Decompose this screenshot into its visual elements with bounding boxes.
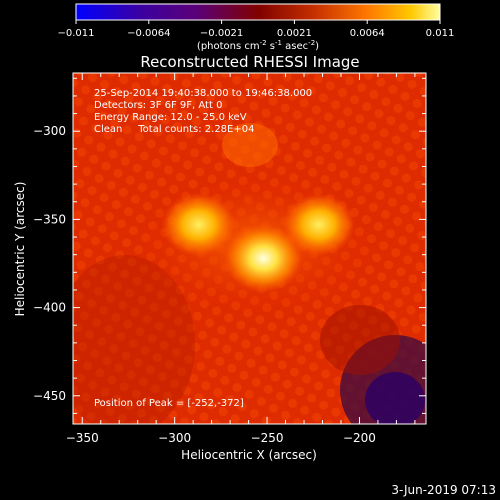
hxr-source: [223, 224, 303, 293]
plot-frame: [72, 72, 427, 425]
colorbar-tick-label: −0.011: [57, 28, 94, 39]
y-axis-ticks: −300 −350 −400 −450: [33, 77, 426, 414]
chart-title: Reconstructed RHESSI Image: [140, 53, 359, 71]
y-tick-label: −400: [33, 301, 66, 315]
heatmap-image: [73, 73, 426, 424]
hxr-source: [161, 192, 236, 257]
y-axis-label: Heliocentric Y (arcsec): [13, 182, 27, 317]
peak-position-label: Position of Peak = [-252,-372]: [94, 398, 244, 409]
x-tick-label: −350: [66, 431, 99, 445]
colorbar-tick-label: 0.0064: [350, 28, 385, 39]
footer-date: 3-Jun-2019 07:13: [391, 483, 496, 497]
colorbar: [75, 3, 441, 21]
x-tick-label: −300: [158, 431, 191, 445]
info-detectors: Detectors: 3F 6F 9F, Att 0: [94, 100, 222, 111]
colorbar-tick-label: −0.0064: [127, 28, 170, 39]
info-clean-counts: Clean Total counts: 2.28E+04: [94, 124, 254, 135]
info-time-range: 25-Sep-2014 19:40:38.000 to 19:46:38.000: [94, 88, 312, 99]
info-block: 25-Sep-2014 19:40:38.000 to 19:46:38.000…: [94, 88, 312, 135]
x-axis-label: Heliocentric X (arcsec): [181, 448, 317, 462]
info-energy-range: Energy Range: 12.0 - 25.0 keV: [94, 112, 247, 123]
x-tick-label: −200: [343, 431, 376, 445]
colorbar-tick-label: −0.0021: [200, 28, 243, 39]
y-tick-label: −300: [33, 124, 66, 138]
x-tick-label: −250: [251, 431, 284, 445]
y-tick-label: −450: [33, 389, 66, 403]
colorbar-tick-label: 0.0021: [277, 28, 312, 39]
colorbar-tick-label: 0.011: [426, 28, 455, 39]
hxr-source: [282, 193, 355, 256]
y-tick-label: −350: [33, 212, 66, 226]
colorbar-ticks: −0.011 −0.0064 −0.0021 0.0021 0.0064 0.011: [57, 20, 454, 39]
colorbar-unit: (photons cm-2 s-1 asec-2): [197, 39, 319, 52]
x-axis-ticks: −350 −300 −250 −200: [66, 73, 416, 445]
